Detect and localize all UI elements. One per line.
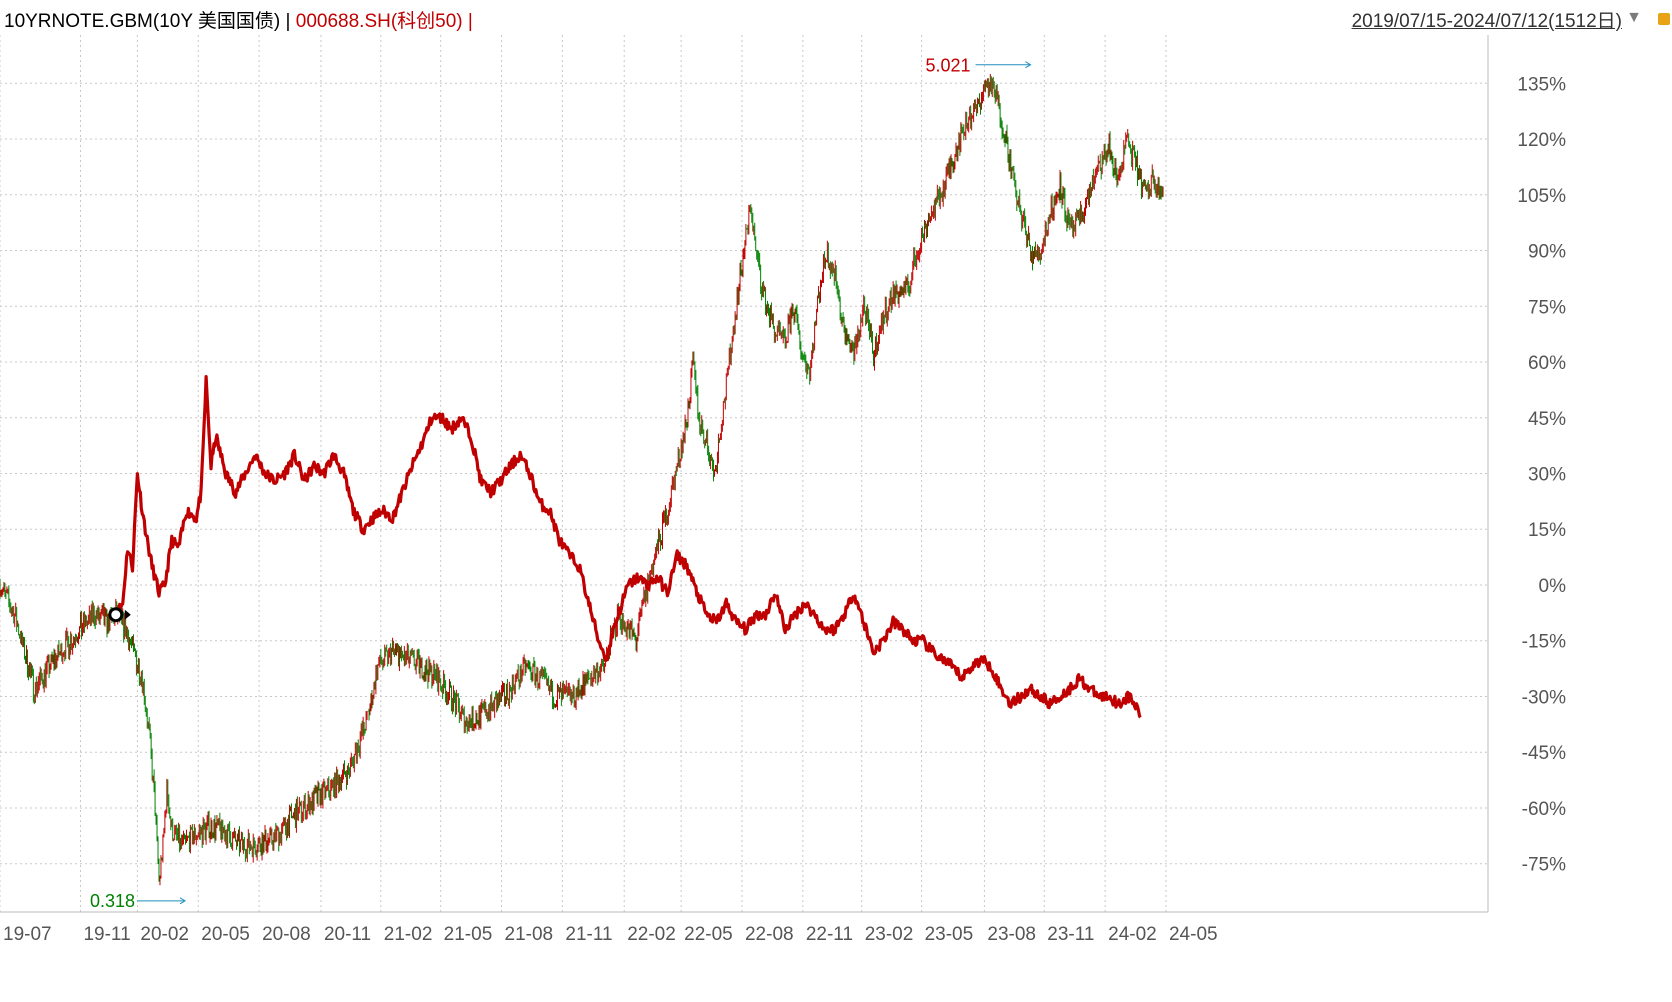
x-tick-label: 21-02 <box>384 924 433 945</box>
triangle-down-icon[interactable]: ▼ <box>1626 9 1642 26</box>
annotations: 5.021 0.318 <box>90 56 1032 911</box>
y-tick-label: -60% <box>1522 799 1566 820</box>
y-tick-label: -15% <box>1522 632 1566 653</box>
annotation-high: 5.021 <box>925 56 970 76</box>
y-tick-label: 30% <box>1528 465 1566 486</box>
x-tick-label: 22-05 <box>684 924 733 945</box>
y-tick-label: -30% <box>1522 687 1566 708</box>
x-axis: 19-07 19-11 20-02 20-05 20-08 20-11 21-02 21-05… <box>3 924 1218 945</box>
annotation-arrowhead <box>179 897 187 905</box>
x-tick-label: 20-08 <box>262 924 311 945</box>
x-tick-label: 24-05 <box>1169 924 1218 945</box>
marker-arrow-icon <box>124 609 131 620</box>
x-tick-label: 20-05 <box>201 924 250 945</box>
date-range-selector[interactable]: 2019/07/15-2024/07/12(1512日) <box>1351 11 1622 32</box>
x-tick-label: 21-08 <box>505 924 554 945</box>
x-tick-label: 20-11 <box>324 924 371 945</box>
legend-series-2[interactable]: 000688.SH(科创50) <box>295 11 463 32</box>
legend-series-1[interactable]: 10YRNOTE.GBM(10Y 美国国债) <box>4 11 281 32</box>
x-tick-label: 21-11 <box>565 924 612 945</box>
x-tick-label: 23-02 <box>865 924 914 945</box>
y-tick-label: 90% <box>1528 242 1566 263</box>
y-tick-label: 120% <box>1517 130 1566 151</box>
y-tick-label: 105% <box>1517 186 1566 207</box>
crosshair-marker[interactable] <box>108 607 131 623</box>
y-tick-label: -75% <box>1522 855 1566 876</box>
y-axis: 135% 120% 105% 90% 75% 60% 45% 30% 15% 0% -15% -30%… <box>1517 74 1566 875</box>
y-tick-label: 0% <box>1539 576 1567 597</box>
x-tick-label: 22-02 <box>627 924 676 945</box>
x-tick-label: 22-11 <box>806 924 853 945</box>
y-tick-label: -45% <box>1522 743 1566 764</box>
annotation-arrowhead <box>1025 61 1032 69</box>
series-start-marker[interactable] <box>108 607 124 623</box>
series-star50-line <box>114 375 1142 719</box>
y-tick-label: 15% <box>1528 520 1566 541</box>
x-tick-label: 21-05 <box>444 924 493 945</box>
x-tick-label: 24-02 <box>1108 924 1157 945</box>
y-tick-label: 45% <box>1528 409 1566 430</box>
chart-header: 10YRNOTE.GBM(10Y 美国国债) | 000688.SH(科创50)… <box>0 0 1672 34</box>
y-tick-label: 60% <box>1528 353 1566 374</box>
y-tick-label: 135% <box>1517 74 1566 95</box>
legend-separator-2: | <box>467 11 473 32</box>
legend: 10YRNOTE.GBM(10Y 美国国债) | 000688.SH(科创50)… <box>4 6 473 33</box>
x-tick-label: 23-11 <box>1047 924 1094 945</box>
annotation-low: 0.318 <box>90 891 135 911</box>
x-tick-label: 23-05 <box>925 924 974 945</box>
series-2-path <box>114 375 1142 719</box>
x-tick-label: 19-07 <box>3 924 52 945</box>
x-tick-label: 23-08 <box>987 924 1036 945</box>
x-tick-label: 19-11 <box>83 924 130 945</box>
y-tick-label: 75% <box>1528 297 1566 318</box>
settings-icon[interactable] <box>1658 13 1670 25</box>
grid-lines <box>0 35 1489 913</box>
series-us-10y-candles <box>0 73 1164 886</box>
legend-separator: | <box>285 11 291 32</box>
x-tick-label: 20-02 <box>140 924 189 945</box>
x-tick-label: 22-08 <box>745 924 794 945</box>
